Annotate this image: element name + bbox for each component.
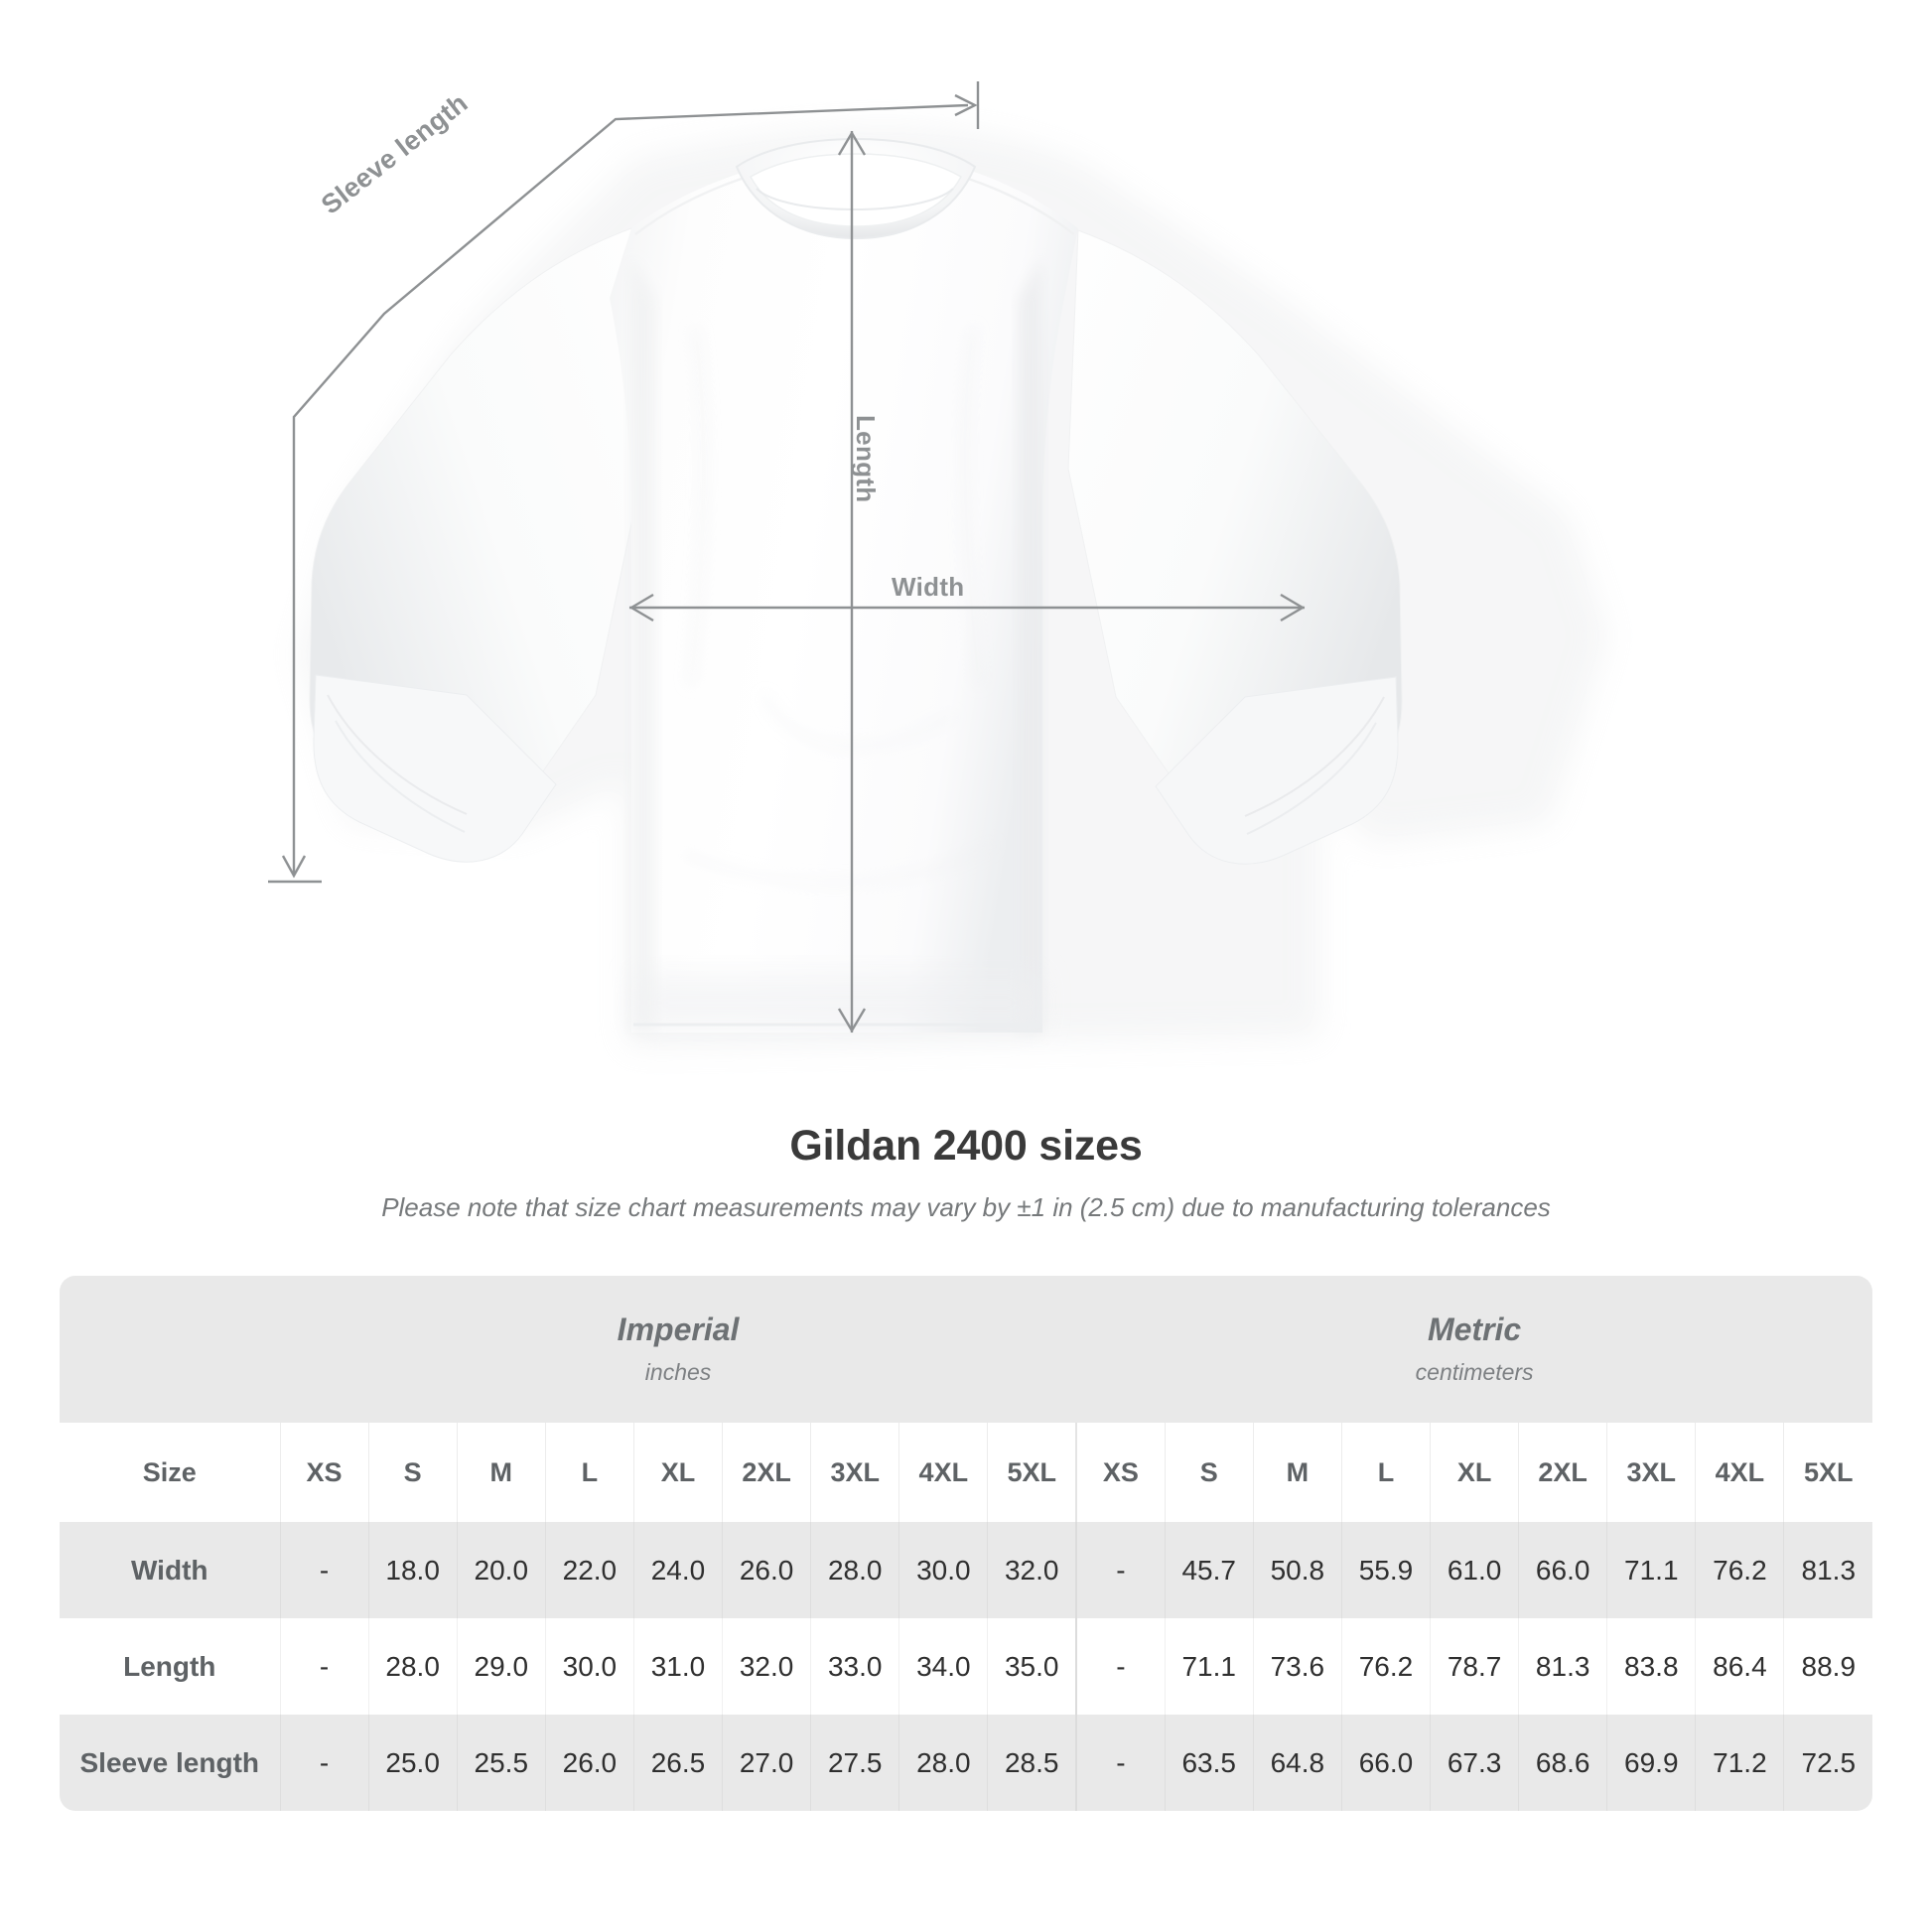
row-label-sleeve-length: Sleeve length: [60, 1715, 280, 1811]
width-label: Width: [892, 572, 965, 602]
cell-sleeve-length-metric-5xl: 72.5: [1783, 1715, 1873, 1811]
cell-width-metric-2xl: 66.0: [1518, 1522, 1607, 1618]
table-row: Length -28.0 29.0 30.0 31.0 32.0 33.0 34.0 35.0-…: [60, 1618, 1873, 1715]
cell-length-metric-5xl: 88.9: [1783, 1618, 1873, 1715]
size-header-imperial-m[interactable]: M: [456, 1423, 546, 1522]
cell-sleeve-length-imperial-3xl: 27.5: [810, 1715, 899, 1811]
cell-length-metric-2xl: 81.3: [1518, 1618, 1607, 1715]
size-header-imperial-l[interactable]: L: [544, 1423, 634, 1522]
cell-sleeve-length-metric-m: 64.8: [1252, 1715, 1342, 1811]
size-header-metric-xs[interactable]: XS: [1075, 1423, 1166, 1522]
cell-width-metric-m: 50.8: [1252, 1522, 1342, 1618]
unit-banner-row: Imperial inches Metric centimeters: [60, 1276, 1873, 1423]
unit-subtitle: centimeters: [1415, 1359, 1534, 1386]
cell-sleeve-length-imperial-2xl: 27.0: [722, 1715, 811, 1811]
cell-width-imperial-2xl: 26.0: [722, 1522, 811, 1618]
cell-length-imperial-xs: -: [279, 1618, 369, 1715]
cell-sleeve-length-imperial-5xl: 28.5: [987, 1715, 1077, 1811]
cell-sleeve-length-imperial-4xl: 28.0: [898, 1715, 988, 1811]
shirt-illustration: [298, 127, 1608, 1047]
size-header-metric-m[interactable]: M: [1252, 1423, 1342, 1522]
size-header-metric-2xl[interactable]: 2XL: [1518, 1423, 1607, 1522]
size-header-metric-3xl[interactable]: 3XL: [1606, 1423, 1696, 1522]
size-chart-table: Imperial inches Metric centimeters Size XS S M L…: [60, 1276, 1873, 1811]
cell-sleeve-length-imperial-xl: 26.5: [632, 1715, 723, 1811]
cell-length-metric-xl: 78.7: [1430, 1618, 1519, 1715]
cell-sleeve-length-metric-s: 63.5: [1164, 1715, 1254, 1811]
size-header-metric-l[interactable]: L: [1340, 1423, 1431, 1522]
unit-banner-spacer: [60, 1276, 280, 1423]
garment-diagram: Sleeve length Length Width: [268, 81, 1608, 1047]
cell-width-imperial-l: 22.0: [544, 1522, 634, 1618]
cell-sleeve-length-metric-xl: 67.3: [1430, 1715, 1519, 1811]
size-header-imperial-xl[interactable]: XL: [632, 1423, 723, 1522]
cell-sleeve-length-metric-2xl: 68.6: [1518, 1715, 1607, 1811]
unit-subtitle: inches: [644, 1359, 712, 1386]
size-header-metric-s[interactable]: S: [1164, 1423, 1254, 1522]
cell-sleeve-length-imperial-l: 26.0: [544, 1715, 634, 1811]
unit-header-imperial: Imperial inches: [280, 1276, 1077, 1423]
cell-width-imperial-4xl: 30.0: [898, 1522, 988, 1618]
cell-width-metric-xs: -: [1075, 1522, 1166, 1618]
cell-width-imperial-3xl: 28.0: [810, 1522, 899, 1618]
cell-length-metric-s: 71.1: [1164, 1618, 1254, 1715]
cell-length-imperial-xl: 31.0: [632, 1618, 723, 1715]
size-header-row: Size XS S M L XL 2XL 3XL 4XL 5XL XS S M L XL 2XL 3XL 4XL 5…: [60, 1423, 1873, 1522]
cell-sleeve-length-metric-l: 66.0: [1340, 1715, 1431, 1811]
cell-length-metric-4xl: 86.4: [1695, 1618, 1784, 1715]
cell-width-imperial-m: 20.0: [456, 1522, 546, 1618]
cell-length-metric-l: 76.2: [1340, 1618, 1431, 1715]
size-header-imperial-4xl[interactable]: 4XL: [898, 1423, 988, 1522]
unit-header-metric: Metric centimeters: [1076, 1276, 1873, 1423]
cell-sleeve-length-imperial-xs: -: [279, 1715, 369, 1811]
cell-width-metric-xl: 61.0: [1430, 1522, 1519, 1618]
size-header-metric-4xl[interactable]: 4XL: [1695, 1423, 1784, 1522]
size-header-imperial-5xl[interactable]: 5XL: [987, 1423, 1077, 1522]
length-label: Length: [851, 415, 881, 503]
measurement-annotations: [268, 81, 1306, 1034]
tolerance-note: Please note that size chart measurements…: [381, 1192, 1551, 1222]
cell-width-imperial-5xl: 32.0: [987, 1522, 1077, 1618]
cell-sleeve-length-imperial-s: 25.0: [367, 1715, 458, 1811]
cell-sleeve-length-metric-3xl: 69.9: [1606, 1715, 1696, 1811]
row-label-length: Length: [60, 1618, 280, 1715]
size-header-imperial-xs[interactable]: XS: [279, 1423, 369, 1522]
cell-length-imperial-l: 30.0: [544, 1618, 634, 1715]
title-block: Gildan 2400 sizes Please note that size …: [0, 1122, 1932, 1223]
cell-width-metric-4xl: 76.2: [1695, 1522, 1784, 1618]
table-row: Width -18.0 20.0 22.0 24.0 26.0 28.0 30.0 32.0-4…: [60, 1522, 1873, 1618]
row-label-width: Width: [60, 1522, 280, 1618]
cell-length-imperial-2xl: 32.0: [722, 1618, 811, 1715]
size-header-label: Size: [60, 1423, 280, 1522]
cell-length-metric-3xl: 83.8: [1606, 1618, 1696, 1715]
unit-name: Imperial: [617, 1311, 740, 1347]
cell-length-imperial-3xl: 33.0: [810, 1618, 899, 1715]
cell-length-imperial-m: 29.0: [456, 1618, 546, 1715]
size-header-metric-xl[interactable]: XL: [1430, 1423, 1519, 1522]
cell-length-imperial-5xl: 35.0: [987, 1618, 1077, 1715]
size-header-imperial-s[interactable]: S: [367, 1423, 458, 1522]
cell-sleeve-length-imperial-m: 25.5: [456, 1715, 546, 1811]
size-header-imperial-2xl[interactable]: 2XL: [722, 1423, 811, 1522]
cell-length-imperial-s: 28.0: [367, 1618, 458, 1715]
cell-width-metric-5xl: 81.3: [1783, 1522, 1873, 1618]
cell-length-metric-m: 73.6: [1252, 1618, 1342, 1715]
page-title: Gildan 2400 sizes: [789, 1122, 1143, 1170]
cell-length-imperial-4xl: 34.0: [898, 1618, 988, 1715]
cell-width-metric-l: 55.9: [1340, 1522, 1431, 1618]
cell-length-metric-xs: -: [1075, 1618, 1166, 1715]
cell-width-imperial-xs: -: [279, 1522, 369, 1618]
size-chart-table-wrap: Imperial inches Metric centimeters Size XS S M L…: [60, 1276, 1873, 1811]
cell-width-metric-s: 45.7: [1164, 1522, 1254, 1618]
table-row: Sleeve length -25.0 25.5 26.0 26.5 27.0 27.5 28…: [60, 1715, 1873, 1811]
unit-name: Metric: [1427, 1311, 1522, 1347]
cell-width-imperial-s: 18.0: [367, 1522, 458, 1618]
cell-width-imperial-xl: 24.0: [632, 1522, 723, 1618]
size-header-imperial-3xl[interactable]: 3XL: [810, 1423, 899, 1522]
cell-sleeve-length-metric-4xl: 71.2: [1695, 1715, 1784, 1811]
cell-width-metric-3xl: 71.1: [1606, 1522, 1696, 1618]
size-header-metric-5xl[interactable]: 5XL: [1783, 1423, 1873, 1522]
cell-sleeve-length-metric-xs: -: [1075, 1715, 1166, 1811]
